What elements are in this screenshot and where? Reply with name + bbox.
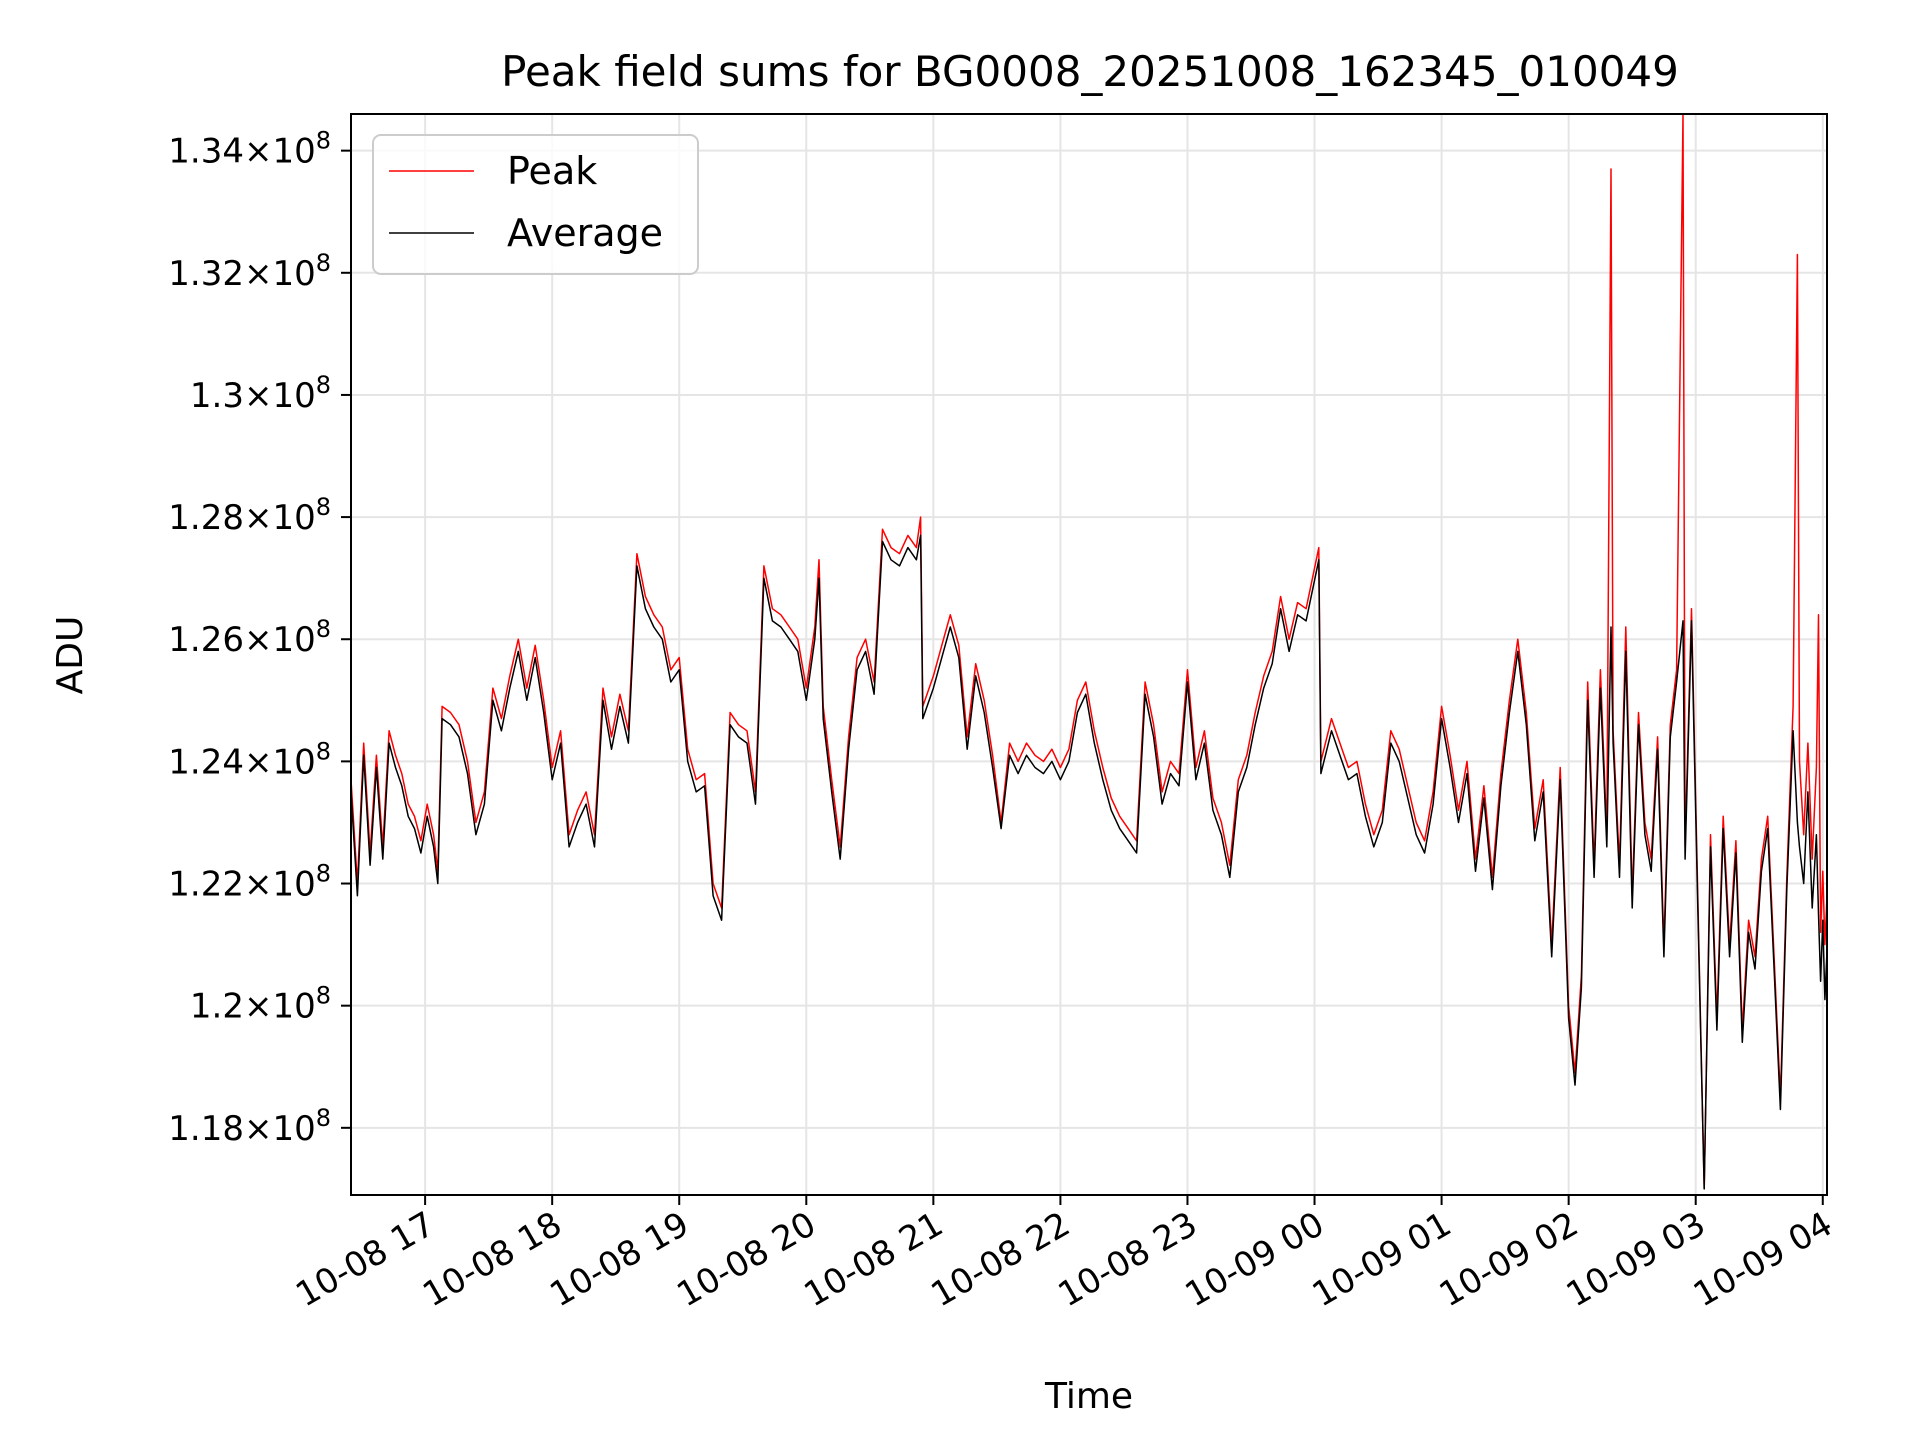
- legend-label-average: Average: [507, 211, 663, 255]
- y-tick-label: 1.26×108: [168, 615, 331, 660]
- y-tick-label: 1.3×108: [190, 371, 331, 416]
- series-line-average: [351, 534, 1827, 1190]
- y-tick-label: 1.34×108: [168, 127, 331, 172]
- legend: Peak Average: [372, 134, 699, 275]
- y-tick-label: 1.22×108: [168, 860, 331, 905]
- y-tick-label: 1.32×108: [168, 249, 331, 294]
- legend-box: [372, 134, 699, 275]
- series-lines: [351, 114, 1827, 1190]
- y-tick-label: 1.2×108: [190, 982, 331, 1027]
- x-axis-label: Time: [1044, 1376, 1133, 1417]
- plot-frame: [350, 113, 1828, 1196]
- grid-lines: [351, 114, 1827, 1195]
- y-axis-ticks: 1.18×108 1.2×108 1.22×108 1.24×108 1.26×108 1…: [168, 127, 351, 1149]
- y-tick-label: 1.28×108: [168, 493, 331, 538]
- y-tick-label: 1.18×108: [168, 1104, 331, 1149]
- legend-label-peak: Peak: [507, 149, 597, 193]
- chart-title: Peak field sums for BG0008_20251008_1623…: [501, 47, 1679, 96]
- y-axis-label: ADU: [50, 616, 91, 695]
- y-tick-label: 1.24×108: [168, 737, 331, 782]
